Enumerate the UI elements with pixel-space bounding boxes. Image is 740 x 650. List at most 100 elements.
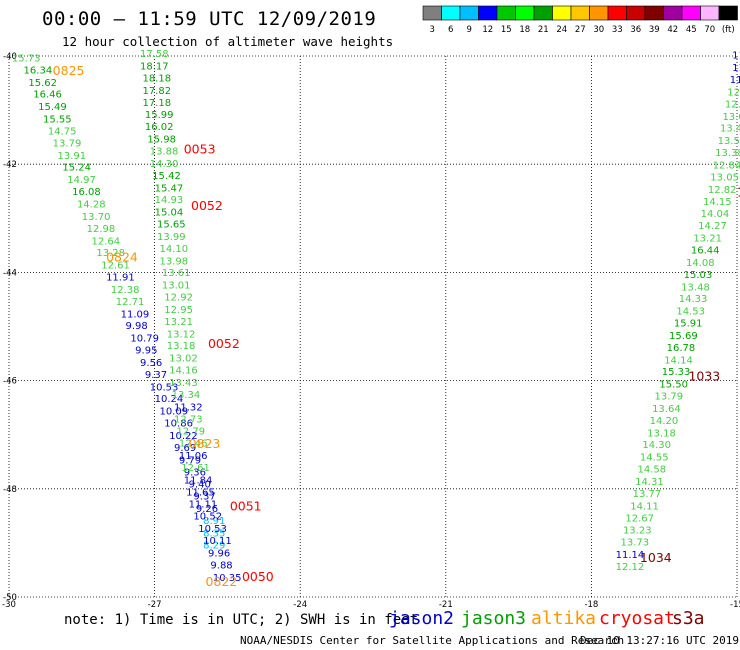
data-point-label: 13.88: [150, 146, 179, 157]
data-point-label: 12.61: [101, 261, 130, 272]
data-point-label: 15.04: [155, 208, 184, 219]
data-point-label: 13.28: [96, 248, 125, 259]
data-point-label: 12.79: [176, 427, 205, 438]
y-tick-label: -42: [3, 160, 17, 170]
data-point-label: 13.34: [172, 390, 201, 401]
data-point-label: 14.30: [642, 440, 671, 451]
data-point-label: 11.65: [186, 487, 215, 498]
data-point-label: 11: [732, 51, 740, 62]
data-point-label: 11.91: [106, 273, 135, 284]
data-point-label: 10.79: [130, 334, 159, 345]
legend-note: note: 1) Time is in UTC; 2) SWH is in fe…: [64, 612, 419, 628]
colorbar-label: 21: [538, 25, 549, 35]
data-point-label: 11.84: [184, 475, 213, 486]
data-point-label: 13.43: [169, 378, 198, 389]
colorbar-label: (ft): [722, 25, 735, 35]
footer-credit: NOAA/NESDIS Center for Satellite Applica…: [240, 634, 625, 647]
time-label: 10: [737, 185, 740, 200]
data-point-label: 14.20: [650, 416, 679, 427]
data-point-label: 10.35: [213, 573, 242, 584]
data-point-label: 12.71: [116, 297, 145, 308]
data-point-label: 13.45: [720, 124, 740, 135]
data-point-label: 11.9: [732, 63, 740, 74]
y-tick-label: -48: [3, 485, 17, 495]
data-point-label: 15.98: [147, 135, 176, 146]
colorbar-label: 18: [519, 25, 530, 35]
data-point-label: 14.58: [638, 465, 667, 476]
data-point-label: 12.98: [87, 224, 116, 235]
data-point-label: 9.98: [125, 321, 147, 332]
data-point-label: 17.58: [140, 49, 169, 60]
y-tick-label: -46: [3, 377, 17, 387]
colorbar-label: 6: [448, 25, 453, 35]
data-point-label: 16.78: [667, 343, 696, 354]
colorbar-label: 9: [467, 25, 472, 35]
data-point-label: 13.12: [167, 329, 196, 340]
data-point-label: 12.92: [164, 293, 193, 304]
data-point-label: 15.24: [62, 163, 91, 174]
x-tick-label: -18: [584, 600, 598, 610]
data-point-label: 17.18: [142, 98, 171, 109]
data-point-label: 13.70: [82, 212, 111, 223]
data-point-label: 12.46: [179, 439, 208, 450]
data-point-label: 16.02: [145, 122, 174, 133]
data-point-label: 13.21: [164, 317, 193, 328]
data-point-label: 13.18: [167, 341, 196, 352]
data-point-label: 15.50: [659, 380, 688, 391]
data-point-label: 9.96: [208, 548, 230, 559]
data-point-label: 13.05: [710, 172, 739, 183]
data-point-label: 9.36: [184, 467, 206, 478]
data-point-label: 14.93: [155, 195, 184, 206]
data-point-label: 14.75: [48, 126, 77, 137]
legend-item-cryosat: cryosat: [599, 608, 675, 629]
data-point-label: 13.91: [58, 151, 87, 162]
colorbar-label: 45: [686, 25, 697, 35]
data-point-label: 14.33: [679, 294, 708, 305]
data-point-label: 16.34: [24, 65, 53, 76]
data-point-label: 14.04: [701, 209, 730, 220]
y-tick-label: -50: [3, 593, 17, 603]
data-point-label: 11.1: [730, 75, 740, 86]
data-point-label: 13.21: [693, 234, 722, 245]
colorbar-label: 33: [612, 25, 623, 35]
time-label: 0050: [242, 569, 274, 584]
data-point-label: 8.91: [203, 516, 225, 527]
time-label: 0052: [191, 198, 223, 213]
data-point-label: 12.64: [92, 236, 121, 247]
data-point-label: 15.62: [28, 78, 57, 89]
data-point-label: 13.77: [633, 489, 662, 500]
data-point-label: 18.18: [142, 73, 171, 84]
data-point-label: 10.11: [203, 536, 232, 547]
data-point-label: 9.95: [135, 346, 157, 357]
data-point-label: 14.53: [676, 307, 705, 318]
data-point-label: 14.10: [159, 244, 188, 255]
data-point-label: 15.69: [669, 331, 698, 342]
data-point-label: 14.31: [635, 477, 664, 488]
data-point-label: 10.86: [164, 419, 193, 430]
data-point-label: 12.38: [111, 285, 140, 296]
data-point-label: 14.97: [67, 175, 96, 186]
data-point-label: 12.95: [164, 305, 193, 316]
data-point-label: 11.11: [189, 500, 218, 511]
time-label: 0051: [230, 498, 262, 513]
time-label: 0824: [106, 250, 138, 265]
data-point-label: 14.14: [664, 355, 693, 366]
time-label: 0825: [53, 63, 85, 78]
time-label: 0053: [184, 141, 216, 156]
data-point-label: 13.73: [621, 538, 650, 549]
data-point-label: 10.53: [150, 382, 179, 393]
data-point-label: 9.69: [174, 443, 196, 454]
chart-subtitle: 12 hour collection of altimeter wave hei…: [62, 34, 394, 49]
data-point-label: 14.55: [640, 453, 669, 464]
legend-item-jason2: jason2: [389, 608, 455, 629]
data-point-label: 15.65: [157, 219, 186, 230]
data-point-label: 15.91: [674, 319, 703, 330]
data-point-label: 12.67: [625, 513, 654, 524]
data-point-label: 13.18: [647, 428, 676, 439]
data-point-label: 13.54: [718, 136, 740, 147]
colorbar-label: 70: [704, 25, 715, 35]
x-tick-label: -27: [148, 600, 162, 610]
x-tick-label: -30: [2, 600, 16, 610]
data-point-label: 10.52: [193, 512, 222, 523]
legend-item-s3a: s3a: [672, 608, 705, 629]
